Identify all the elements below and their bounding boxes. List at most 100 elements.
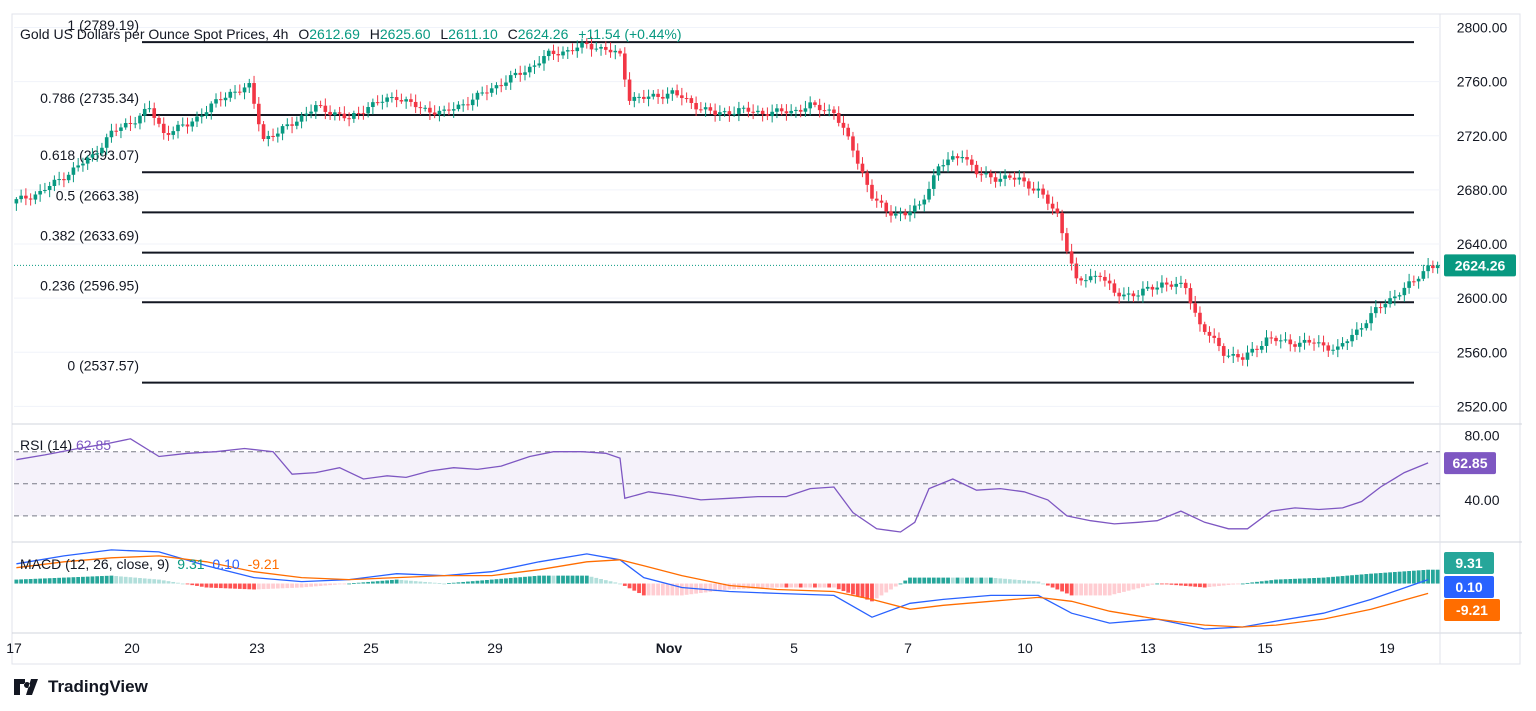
candle-down bbox=[727, 111, 732, 115]
macd-histogram-bar bbox=[584, 575, 589, 584]
axes[interactable]: 2800.00 2760.00 2720.00 2680.00 2640.00 2600.… bbox=[6, 20, 1516, 656]
macd-histogram-bar bbox=[1055, 583, 1060, 590]
macd-histogram-bar bbox=[1012, 579, 1017, 584]
candle-down bbox=[656, 93, 660, 97]
macd-histogram-bar bbox=[42, 578, 47, 584]
macd-histogram-bar bbox=[1007, 579, 1012, 584]
macd-histogram-bar bbox=[527, 576, 532, 584]
candle-up bbox=[1278, 340, 1283, 342]
candle-up bbox=[1093, 275, 1098, 277]
macd-axis-label: 0.10 bbox=[1455, 579, 1482, 595]
time-axis-label: 5 bbox=[790, 640, 798, 656]
macd-histogram-bar bbox=[651, 583, 656, 596]
macd-histogram-bar bbox=[1369, 573, 1373, 584]
macd-histogram-bar bbox=[508, 578, 513, 584]
macd-histogram-bar bbox=[147, 578, 152, 584]
time-axis-label: 13 bbox=[1140, 640, 1156, 656]
price-tick-label: 2800.00 bbox=[1457, 20, 1508, 36]
candle-up bbox=[480, 92, 485, 94]
macd-histogram-bar bbox=[1122, 583, 1126, 592]
macd-histogram-bar bbox=[1131, 583, 1136, 590]
candle-up bbox=[1155, 287, 1159, 290]
macd-histogram-bar bbox=[979, 577, 984, 584]
candle-up bbox=[898, 212, 903, 214]
candle-up bbox=[1179, 282, 1183, 284]
price-tick-label: 2680.00 bbox=[1457, 182, 1508, 198]
macd-histogram-bar bbox=[252, 583, 256, 590]
macd-histogram-bar bbox=[423, 581, 428, 584]
candle-up bbox=[789, 110, 793, 114]
candle-down bbox=[1098, 275, 1102, 277]
candle-up bbox=[936, 166, 941, 176]
macd-histogram-bar bbox=[670, 583, 675, 596]
macd-histogram-bar bbox=[808, 583, 813, 588]
macd-histogram-bar bbox=[1350, 575, 1354, 584]
fib-level-label: 0.5 (2663.38) bbox=[56, 187, 139, 203]
candle-down bbox=[428, 107, 432, 113]
candle-down bbox=[1131, 293, 1136, 297]
macd-histogram-bar bbox=[489, 579, 494, 584]
macd-histogram-bar bbox=[57, 577, 62, 584]
candle-down bbox=[1378, 307, 1383, 309]
last-price-badge bbox=[1444, 254, 1516, 277]
price-tick-label: 2560.00 bbox=[1457, 344, 1508, 360]
macd-histogram-bar bbox=[133, 577, 138, 584]
macd-histogram-bar bbox=[912, 577, 917, 584]
macd-histogram-bar bbox=[1435, 569, 1440, 584]
candle-down bbox=[855, 150, 860, 164]
candle-up bbox=[461, 104, 465, 106]
candle-down bbox=[361, 113, 366, 115]
fib-level-label: 1 (2789.19) bbox=[67, 17, 139, 33]
candle-up bbox=[204, 112, 209, 116]
fibonacci-retracement[interactable]: 1 (2789.19) 0.786 (2735.34) 0.618 (2693.07… bbox=[40, 17, 1414, 384]
candle-down bbox=[974, 164, 979, 175]
macd-histogram-bar bbox=[461, 581, 466, 584]
macd-histogram-bar bbox=[917, 577, 922, 584]
candle-up bbox=[998, 178, 1003, 182]
candle-down bbox=[1069, 251, 1074, 264]
macd-histogram-bar bbox=[1102, 583, 1107, 596]
macd-histogram-bar bbox=[518, 577, 523, 584]
candle-down bbox=[1307, 339, 1312, 343]
tradingview-logo[interactable]: TradingView bbox=[14, 677, 148, 697]
macd-histogram-bar bbox=[280, 583, 285, 589]
macd-histogram-bar bbox=[1217, 583, 1221, 587]
macd-histogram-bar bbox=[199, 583, 204, 587]
macd-histogram-bar bbox=[988, 577, 993, 584]
macd-histogram-bar bbox=[157, 579, 161, 584]
rsi-legend[interactable]: RSI (14) 62.85 bbox=[20, 437, 111, 453]
candle-down bbox=[409, 99, 413, 102]
time-axis-label: 10 bbox=[1017, 640, 1033, 656]
macd-axis-badge bbox=[1444, 576, 1494, 598]
macd-histogram-bar bbox=[841, 583, 846, 591]
macd-legend[interactable]: MACD (12, 26, close, 9) 9.31 0.10 -9.21 bbox=[20, 556, 279, 572]
candle-up bbox=[1122, 294, 1126, 297]
macd-histogram-bar bbox=[494, 579, 499, 584]
macd-histogram-bar bbox=[1293, 578, 1297, 584]
time-axis-label: 25 bbox=[363, 640, 379, 656]
macd-histogram-bar bbox=[927, 577, 931, 584]
candle-down bbox=[1431, 265, 1435, 269]
macd-histogram-bar bbox=[380, 580, 385, 584]
candle-down bbox=[518, 72, 523, 75]
macd-histogram-bar bbox=[1026, 580, 1031, 584]
candle-up bbox=[737, 108, 741, 114]
candle-up bbox=[1374, 307, 1378, 314]
rsi-axis-label: 80.00 bbox=[1464, 428, 1499, 444]
macd-histogram-bar bbox=[846, 583, 851, 593]
macd-histogram-bar bbox=[565, 575, 570, 584]
macd-histogram-bar bbox=[1250, 582, 1255, 584]
macd-histogram-bar bbox=[613, 582, 618, 584]
candle-up bbox=[794, 109, 798, 111]
candle-down bbox=[1103, 276, 1107, 281]
macd-histogram-bar bbox=[903, 580, 908, 584]
macd-histogram-bar bbox=[1022, 580, 1026, 584]
rsi-label: RSI (14) bbox=[20, 437, 73, 453]
candle-up bbox=[109, 130, 114, 138]
candle-down bbox=[589, 44, 594, 50]
candle-up bbox=[803, 108, 808, 112]
candle-up bbox=[917, 204, 922, 206]
candle-up bbox=[76, 165, 80, 168]
macd-histogram-bar bbox=[1074, 583, 1079, 596]
